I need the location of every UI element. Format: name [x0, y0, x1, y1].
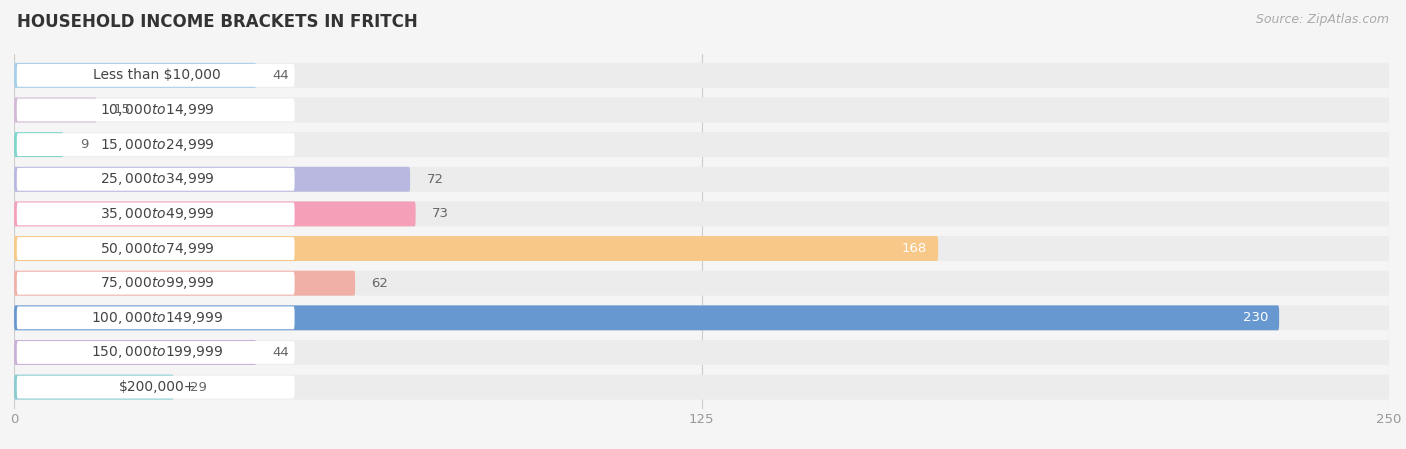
Text: 29: 29: [190, 381, 207, 394]
Text: $150,000 to $199,999: $150,000 to $199,999: [91, 344, 224, 361]
FancyBboxPatch shape: [14, 340, 256, 365]
FancyBboxPatch shape: [17, 64, 295, 87]
Text: Less than $10,000: Less than $10,000: [93, 68, 221, 82]
FancyBboxPatch shape: [14, 132, 63, 157]
Text: $75,000 to $99,999: $75,000 to $99,999: [100, 275, 215, 291]
FancyBboxPatch shape: [17, 168, 295, 191]
Text: 15: 15: [112, 104, 131, 116]
Text: 9: 9: [80, 138, 89, 151]
Text: $200,000+: $200,000+: [118, 380, 195, 394]
FancyBboxPatch shape: [14, 167, 411, 192]
FancyBboxPatch shape: [17, 99, 295, 121]
Text: $25,000 to $34,999: $25,000 to $34,999: [100, 171, 215, 187]
Text: Source: ZipAtlas.com: Source: ZipAtlas.com: [1256, 13, 1389, 26]
FancyBboxPatch shape: [14, 271, 356, 295]
Text: $15,000 to $24,999: $15,000 to $24,999: [100, 136, 215, 153]
FancyBboxPatch shape: [14, 271, 1389, 295]
FancyBboxPatch shape: [14, 374, 1389, 400]
Text: 230: 230: [1243, 311, 1268, 324]
Text: HOUSEHOLD INCOME BRACKETS IN FRITCH: HOUSEHOLD INCOME BRACKETS IN FRITCH: [17, 13, 418, 31]
FancyBboxPatch shape: [14, 305, 1279, 330]
FancyBboxPatch shape: [14, 340, 1389, 365]
FancyBboxPatch shape: [17, 202, 295, 225]
Text: $35,000 to $49,999: $35,000 to $49,999: [100, 206, 215, 222]
FancyBboxPatch shape: [17, 341, 295, 364]
FancyBboxPatch shape: [14, 202, 416, 226]
FancyBboxPatch shape: [14, 97, 1389, 123]
FancyBboxPatch shape: [14, 167, 1389, 192]
FancyBboxPatch shape: [17, 376, 295, 399]
FancyBboxPatch shape: [14, 63, 256, 88]
Text: 44: 44: [273, 69, 290, 82]
FancyBboxPatch shape: [14, 374, 173, 400]
Text: 44: 44: [273, 346, 290, 359]
FancyBboxPatch shape: [14, 202, 1389, 226]
Text: 168: 168: [901, 242, 927, 255]
FancyBboxPatch shape: [17, 306, 295, 329]
FancyBboxPatch shape: [17, 133, 295, 156]
FancyBboxPatch shape: [17, 272, 295, 295]
FancyBboxPatch shape: [14, 236, 938, 261]
Text: $100,000 to $149,999: $100,000 to $149,999: [91, 310, 224, 326]
FancyBboxPatch shape: [14, 63, 1389, 88]
Text: 62: 62: [371, 277, 388, 290]
FancyBboxPatch shape: [17, 237, 295, 260]
FancyBboxPatch shape: [14, 236, 1389, 261]
FancyBboxPatch shape: [14, 305, 1389, 330]
FancyBboxPatch shape: [14, 97, 97, 123]
Text: 72: 72: [426, 173, 443, 186]
Text: 73: 73: [432, 207, 449, 220]
Text: $10,000 to $14,999: $10,000 to $14,999: [100, 102, 215, 118]
Text: $50,000 to $74,999: $50,000 to $74,999: [100, 241, 215, 256]
FancyBboxPatch shape: [14, 132, 1389, 157]
